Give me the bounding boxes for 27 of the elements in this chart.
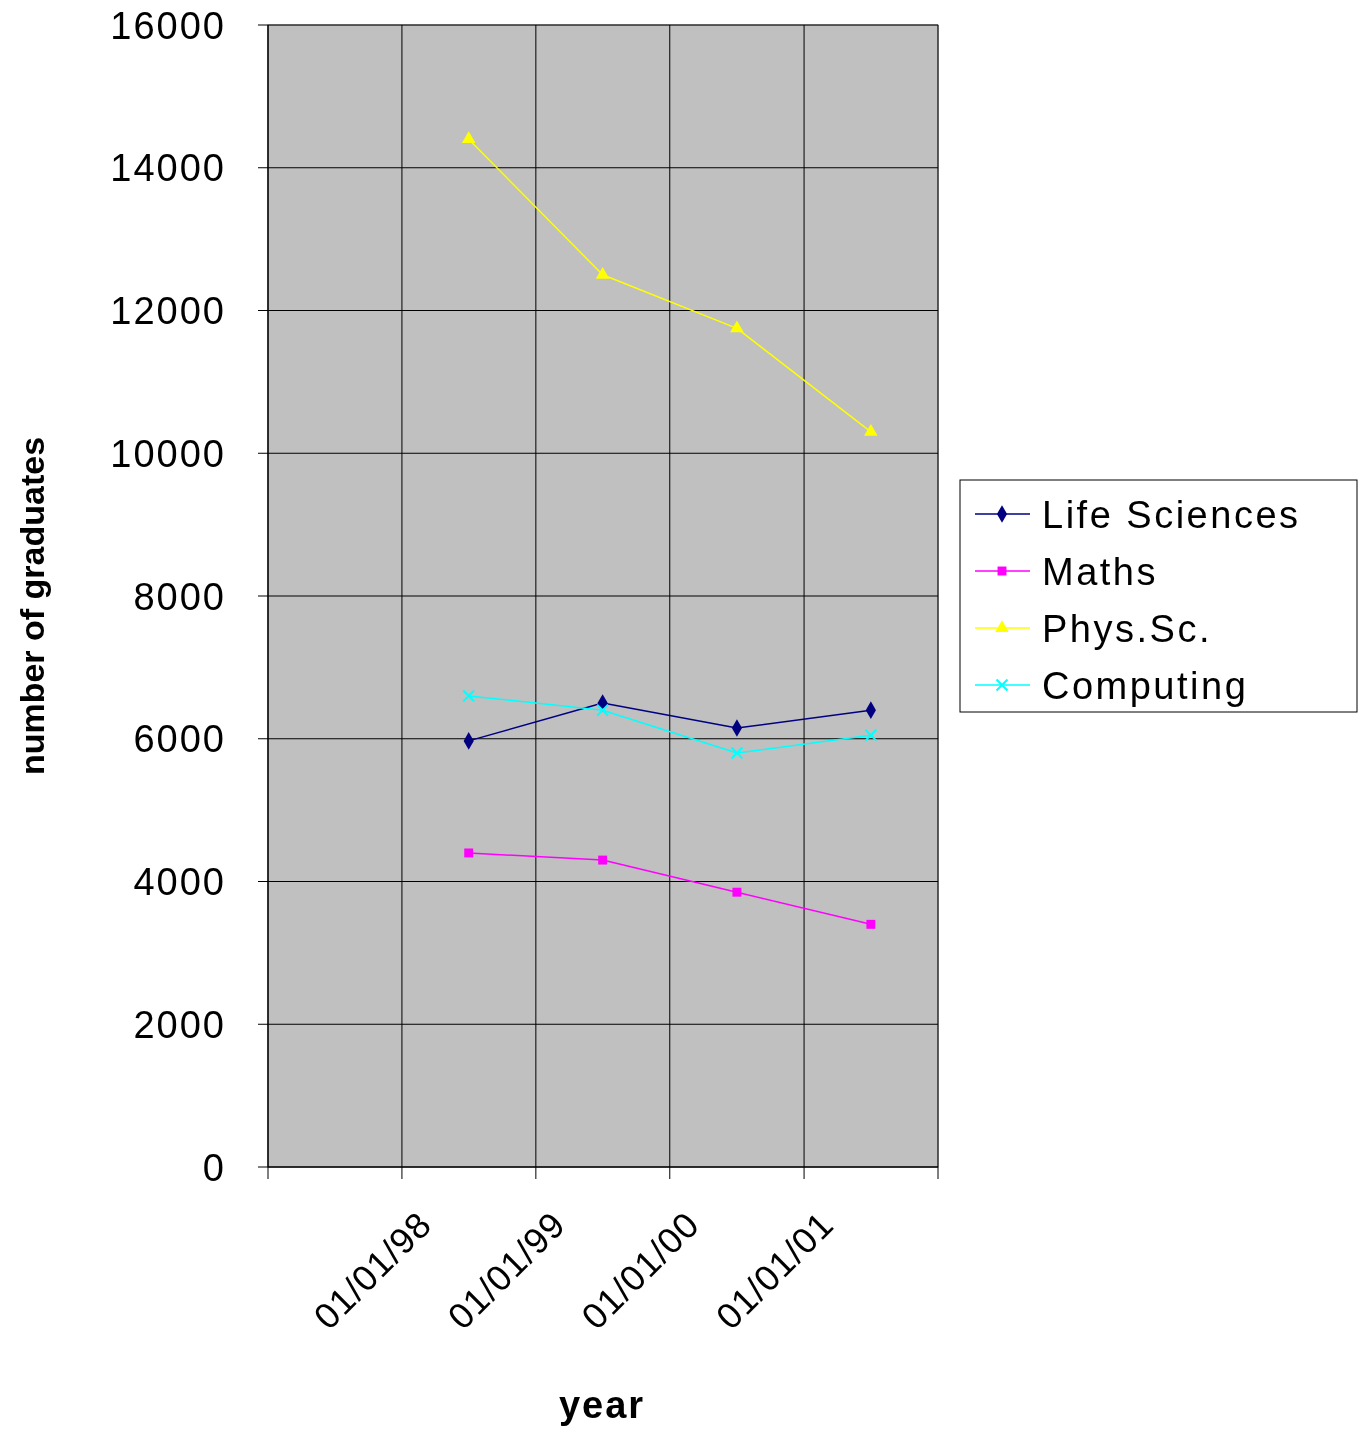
y-tick-label: 6000 — [133, 718, 226, 761]
y-tick-label: 10000 — [110, 432, 226, 475]
y-tick-label: 0 — [202, 1146, 226, 1189]
legend-label: Phys.Sc. — [1042, 607, 1212, 650]
y-tick-label: 12000 — [110, 290, 226, 333]
point — [464, 848, 474, 858]
point — [595, 266, 610, 279]
point — [864, 728, 878, 742]
legend-label: Life Sciences — [1042, 493, 1301, 536]
point — [461, 131, 476, 144]
point — [730, 320, 744, 333]
point — [596, 703, 610, 717]
y-axis-title: number of graduates — [13, 436, 51, 776]
legend-label: Computing — [1042, 664, 1249, 707]
legend-label: Maths — [1042, 550, 1158, 593]
point — [462, 689, 476, 703]
point — [730, 746, 744, 760]
y-tick-label: 4000 — [133, 861, 226, 904]
y-tick-label: 2000 — [133, 1003, 226, 1046]
point — [732, 887, 742, 897]
point — [864, 423, 878, 436]
y-tick-label: 16000 — [110, 4, 226, 47]
x-axis-title: year — [558, 1384, 646, 1426]
y-tick-label: 8000 — [133, 575, 226, 618]
point — [866, 919, 876, 929]
point — [598, 855, 608, 865]
y-tick-label: 14000 — [110, 147, 226, 190]
